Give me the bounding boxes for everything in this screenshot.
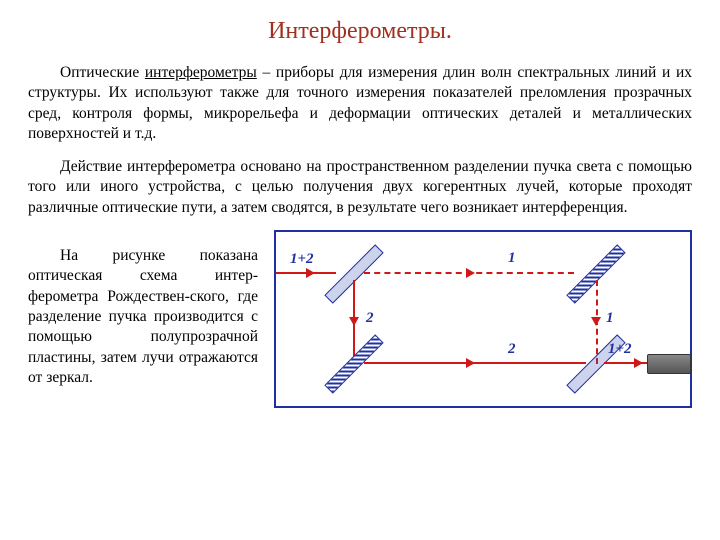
ray-incoming-arrow — [306, 268, 315, 278]
label-ray2-left: 2 — [366, 310, 374, 327]
paragraph-figure-caption: На рисунке показана оптическая схема инт… — [28, 246, 258, 389]
ray-outgoing-arrow — [634, 358, 643, 368]
ray-2-down-arrow — [349, 317, 359, 326]
label-outgoing: 1+2 — [608, 341, 632, 358]
intro-lead: Оптические — [60, 64, 145, 81]
detector-icon — [647, 354, 691, 374]
intro-term: интерферометры — [145, 64, 257, 81]
ray-1-down-arrow — [591, 317, 601, 326]
paragraph-principle: Действие интерферометра основано на прос… — [28, 157, 692, 218]
label-ray1-right: 1 — [606, 310, 614, 327]
ray-1-top-arrow — [466, 268, 475, 278]
paragraph-intro: Оптические интерферометры – приборы для … — [28, 63, 692, 145]
interferometer-diagram: 1+2 1 1 2 2 — [274, 230, 692, 408]
label-ray2-bottom: 2 — [508, 341, 516, 358]
label-ray1-top: 1 — [508, 250, 516, 267]
ray-2-bottom-arrow — [466, 358, 475, 368]
label-incoming: 1+2 — [290, 251, 314, 268]
page-title: Интерферометры. — [28, 18, 692, 45]
ray-2-bottom — [364, 362, 586, 364]
